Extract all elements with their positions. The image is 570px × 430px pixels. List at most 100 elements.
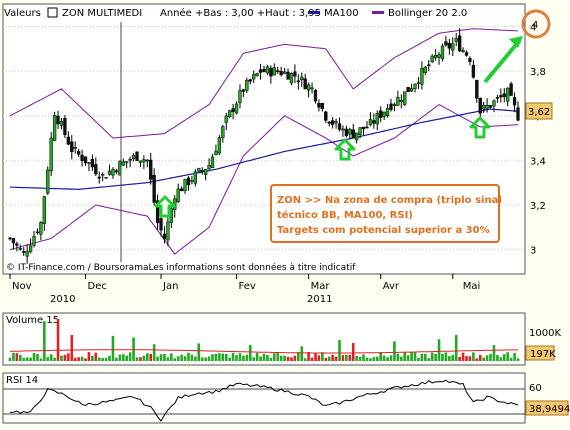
rsi-path [9,379,519,422]
volume-bar [420,353,424,361]
volume-bar [365,357,369,361]
volume-bar [489,354,492,361]
candle-body [447,43,452,49]
rsi-last-box [525,400,569,416]
candle-body [97,176,101,179]
last-price-label: 3,62 [528,107,550,118]
x-tick-label: Mar [311,281,331,292]
candle-body [162,233,167,240]
volume-bar [238,353,242,361]
candle-body [46,169,50,194]
candle-body [128,159,132,161]
volume-bar [283,355,286,361]
volume-bar [382,355,386,361]
candle-body [18,248,22,250]
ma100-legend-label: MA100 [324,8,359,19]
candle-body [382,111,386,117]
price-grid [3,25,525,251]
candle-body [245,79,249,91]
candle-body [80,154,84,161]
volume-bar [242,355,245,361]
candle-body [430,55,434,62]
x-tick-label: Dec [88,281,107,292]
x-tick-label: Avr [383,281,400,292]
target-arrow-shaft [483,38,522,84]
candle-body [276,70,280,72]
volume-bar [211,354,214,361]
volume-bar [25,357,29,361]
volume-bar [310,357,314,361]
volume-bar [228,357,231,361]
volume-bar [152,344,156,361]
volume-bar [386,357,389,361]
candle-body [90,158,95,168]
volume-title: Volume 15 [6,315,59,326]
volume-bar [87,352,91,361]
candle-body [379,110,383,118]
candle-body [344,128,349,136]
candle-body [203,169,208,175]
volume-bar [327,356,331,361]
candle-body [248,79,252,82]
candle-body [313,89,318,102]
candle-body [300,76,304,80]
volume-bar [341,355,345,361]
volume-bar [506,352,510,361]
volume-bar [502,354,506,361]
candle-body [454,38,458,42]
volume-bar [324,357,328,361]
volume-bar [149,353,153,361]
volume-bar [300,346,304,361]
volume-bar [207,356,211,361]
volume-bar [468,356,472,361]
price-tick-label: 3 [530,246,536,257]
volume-bar [424,353,427,361]
candle-body [166,221,170,241]
candle-body [142,159,146,163]
target-arrow-head-icon [509,36,523,48]
volume-bar [70,335,74,361]
price-tick-label: 4 [530,22,536,33]
candle-body [11,238,16,244]
up-arrow-icon [469,116,491,139]
candle-body [396,97,400,106]
candle-body [341,128,345,131]
volume-bar [139,357,142,361]
candle-body [444,41,448,46]
candle-body [423,66,427,73]
candle-body [125,161,129,163]
up-arrow-icon [154,195,176,218]
volume-bar [12,352,15,361]
candle-body [265,66,270,74]
candle-body [416,82,421,84]
year-label-2010: 2010 [50,294,75,305]
volume-bar [509,357,513,361]
candle-body [35,231,40,234]
volume-tick-1000k: 1000K [529,328,561,339]
volume-bar [142,355,146,361]
volume-bar [204,357,207,361]
candle-body [492,100,496,107]
candle-body [351,129,355,139]
year-range-stats: Année +Bas : 3,00 +Haut : 3,95 [160,7,321,19]
candle-body [286,71,290,80]
volume-bar [190,354,194,361]
volume-bar [331,354,334,361]
candle-body [478,97,482,114]
volume-bar [348,354,352,361]
volume-bar [427,358,431,361]
rsi-line [9,379,519,422]
candle-body [317,102,321,108]
candle-body [258,69,263,73]
candle-body [324,111,328,121]
volume-bar [111,335,115,361]
candle-body [149,159,153,180]
candle-body [66,136,71,145]
volume-bar [15,353,19,361]
volume-bar [43,321,46,361]
candle-body [32,235,36,246]
candle-body [409,88,414,92]
candle-body [200,170,204,172]
volume-bar [77,357,80,361]
x-tick-label: Jan [162,281,178,292]
